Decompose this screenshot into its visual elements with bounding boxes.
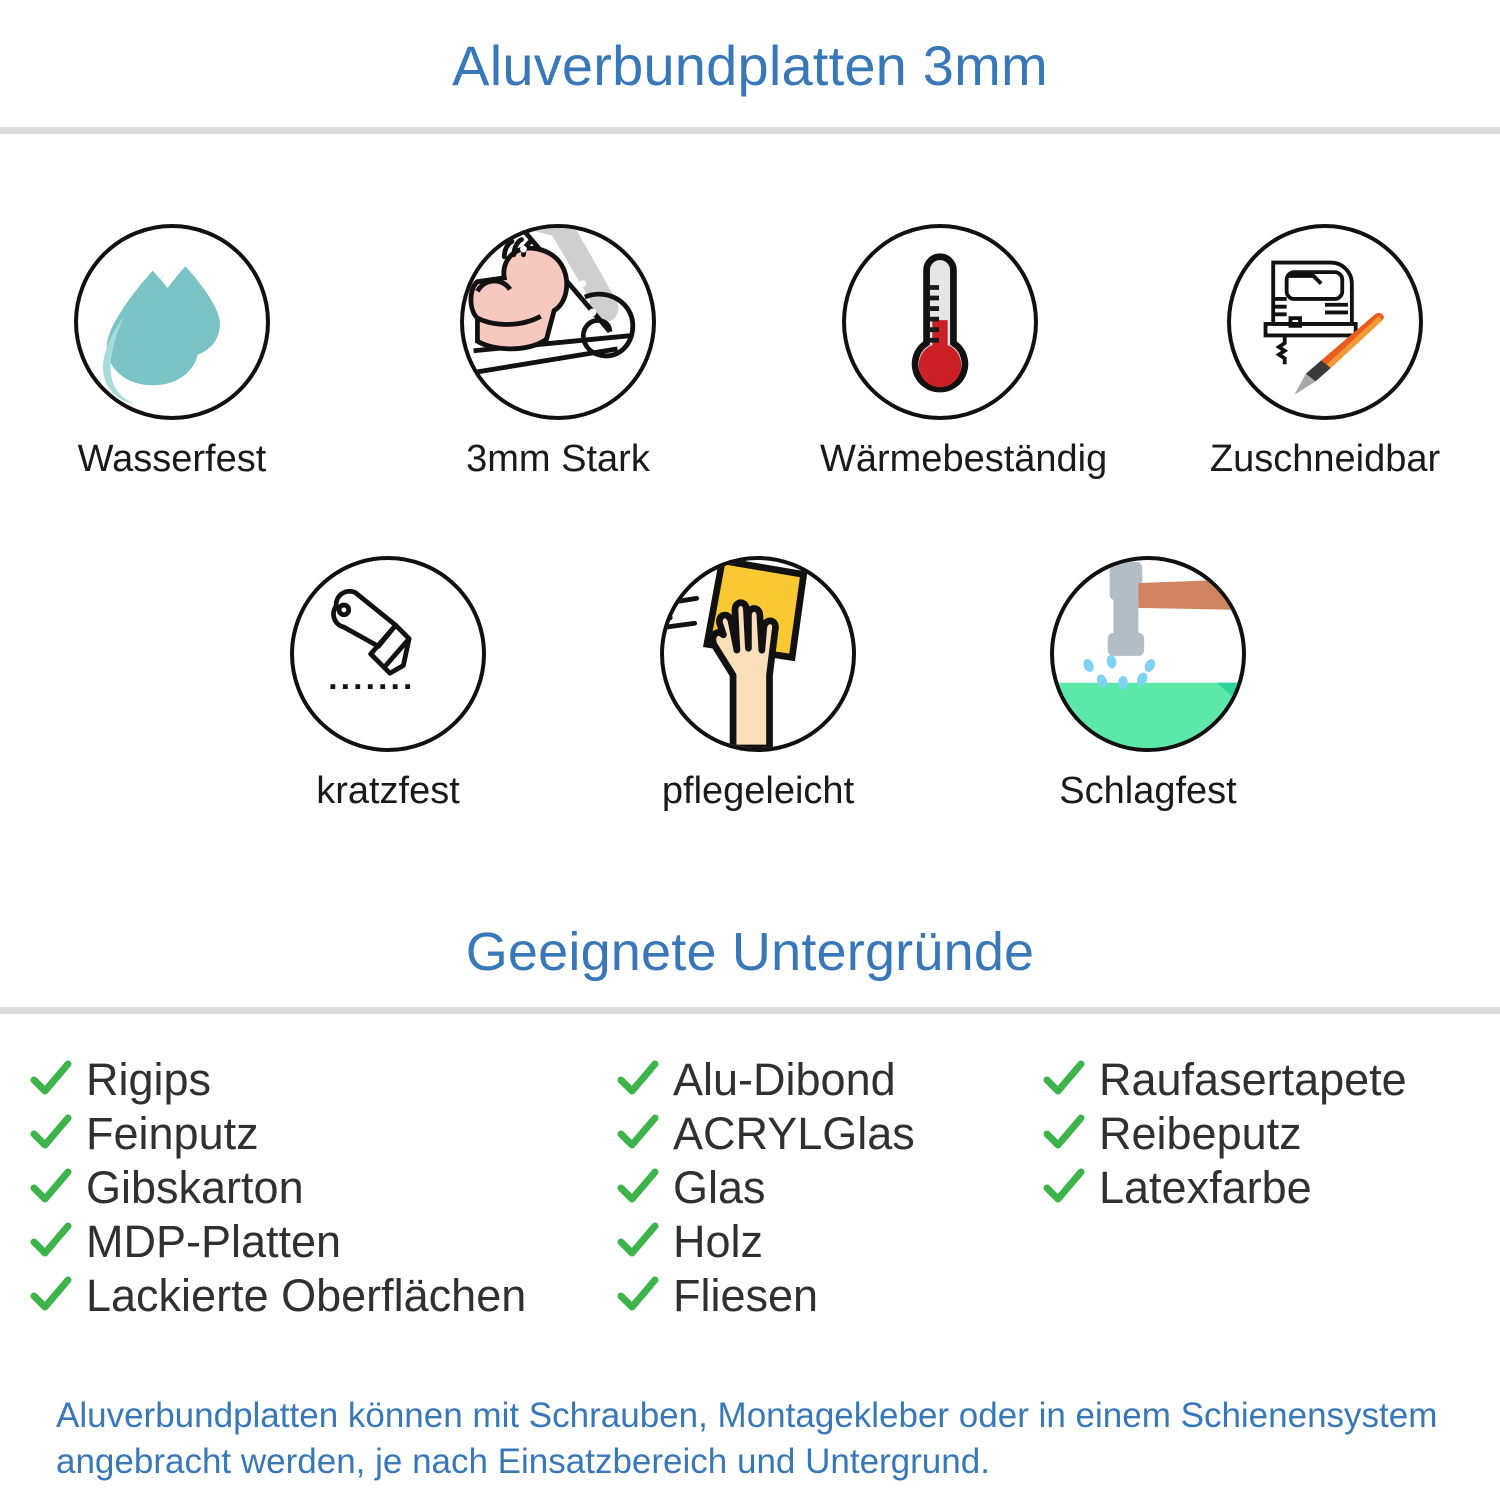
list-item: Rigips <box>30 1052 526 1106</box>
check-icon <box>617 1276 659 1311</box>
check-icon <box>617 1060 659 1095</box>
list-item-label: Reibeputz <box>1099 1107 1302 1159</box>
divider-top <box>0 127 1500 134</box>
list-item: Glas <box>617 1160 915 1214</box>
list-item: Reibeputz <box>1043 1106 1407 1160</box>
list-item: Fliesen <box>617 1268 915 1322</box>
section-title-surfaces: Geeignete Untergründe <box>465 922 1035 982</box>
check-icon <box>30 1276 72 1311</box>
hand-cloth-icon <box>664 560 808 748</box>
check-icon <box>30 1222 72 1257</box>
footer-note: Aluverbundplatten können mit Schrauben, … <box>56 1396 1438 1482</box>
list-item: Raufasertapete <box>1043 1052 1407 1106</box>
check-icon <box>30 1114 72 1149</box>
list-item: Gibskarton <box>30 1160 526 1214</box>
list-item-label: Fliesen <box>673 1269 819 1321</box>
check-icon <box>30 1168 72 1203</box>
feature-kratzfest: kratzfest <box>268 556 508 813</box>
water-drops-icon <box>102 266 220 404</box>
list-item: ACRYLGlas <box>617 1106 915 1160</box>
feature-waermebestaendig: Wärmebeständig <box>820 224 1108 481</box>
list-item-label: MDP-Platten <box>86 1215 342 1267</box>
list-item-label: Gibskarton <box>86 1161 304 1213</box>
hammer-impact-icon <box>1054 561 1242 748</box>
surfaces-column-3: Raufasertapete Reibeputz Latexfarbe <box>1043 1052 1407 1214</box>
surfaces-list: Rigips Feinputz Gibskarton MDP-Platten <box>0 1052 1500 1352</box>
feature-icon-circle <box>660 556 856 752</box>
feature-icon-circle <box>74 224 270 420</box>
check-icon <box>617 1168 659 1203</box>
list-item-label: Rigips <box>86 1053 212 1105</box>
flexing-arm-icon <box>468 228 636 375</box>
check-icon <box>1043 1060 1085 1095</box>
feature-schlagfest: Schlagfest <box>1028 556 1268 813</box>
list-item-label: Lackierte Oberflächen <box>86 1269 527 1321</box>
feature-icon-circle <box>460 224 656 420</box>
check-icon <box>1043 1168 1085 1203</box>
check-icon <box>30 1060 72 1095</box>
page-title: Aluverbundplatten 3mm <box>452 34 1048 97</box>
list-item: Holz <box>617 1214 915 1268</box>
list-item-label: Alu-Dibond <box>673 1053 896 1105</box>
list-item-label: ACRYLGlas <box>673 1107 915 1159</box>
feature-label: kratzfest <box>316 770 460 812</box>
thermometer-icon <box>911 253 969 393</box>
feature-label: 3mm Stark <box>466 438 650 480</box>
list-item-label: Raufasertapete <box>1099 1053 1407 1105</box>
list-item: Alu-Dibond <box>617 1052 915 1106</box>
feature-label: Schlagfest <box>1059 770 1237 812</box>
feature-icon-circle <box>1227 224 1423 420</box>
feature-icon-circle <box>842 224 1038 420</box>
feature-label: Zuschneidbar <box>1209 438 1441 480</box>
feature-zuschneidbar: Zuschneidbar <box>1205 224 1445 481</box>
divider-middle <box>0 1007 1500 1014</box>
scraper-knife-icon <box>330 588 413 690</box>
list-item-label: Glas <box>673 1161 766 1213</box>
feature-pflegeleicht: pflegeleicht <box>638 556 878 813</box>
feature-icon-circle <box>1050 556 1246 752</box>
list-item: Lackierte Oberflächen <box>30 1268 526 1322</box>
check-icon <box>617 1114 659 1149</box>
list-item-label: Holz <box>673 1215 764 1267</box>
feature-label: pflegeleicht <box>661 770 855 812</box>
list-item-label: Feinputz <box>86 1107 259 1159</box>
feature-icon-circle <box>290 556 486 752</box>
feature-3mm-stark: 3mm Stark <box>438 224 678 481</box>
list-item-label: Latexfarbe <box>1099 1161 1312 1213</box>
list-item: MDP-Platten <box>30 1214 526 1268</box>
feature-label: Wärmebeständig <box>820 438 1108 480</box>
check-icon <box>1043 1114 1085 1149</box>
jigsaw-cutter-icon <box>1263 260 1384 395</box>
feature-wasserfest: Wasserfest <box>52 224 292 481</box>
list-item: Feinputz <box>30 1106 526 1160</box>
check-icon <box>617 1222 659 1257</box>
surfaces-column-1: Rigips Feinputz Gibskarton MDP-Platten <box>30 1052 526 1322</box>
surfaces-column-2: Alu-Dibond ACRYLGlas Glas Holz <box>617 1052 915 1322</box>
list-item: Latexfarbe <box>1043 1160 1407 1214</box>
feature-label: Wasserfest <box>77 438 267 480</box>
